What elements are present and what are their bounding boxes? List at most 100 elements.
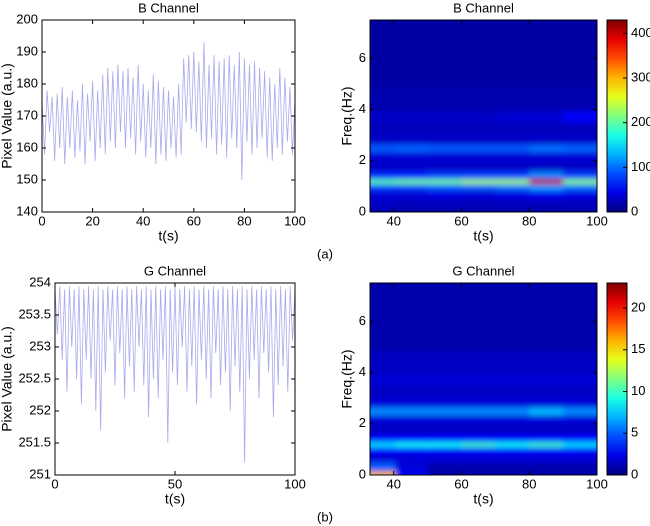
y-tick-label: 4 — [359, 101, 366, 116]
heatmap-cell — [427, 423, 462, 435]
x-tick-label: 100 — [586, 213, 608, 228]
heatmap-cell — [395, 122, 429, 135]
heatmap-cell — [370, 434, 396, 443]
heatmap-cell — [495, 283, 530, 316]
heatmap-cell — [427, 396, 462, 408]
heatmap-cell — [461, 133, 496, 145]
heatmap-cell — [495, 199, 530, 209]
heatmap-cell — [529, 110, 564, 123]
heatmap-cell — [495, 208, 530, 212]
heatmap-cell — [529, 423, 564, 435]
heatmap-cell — [395, 373, 429, 386]
heatmap-cell — [395, 171, 429, 180]
heatmap-cell — [529, 441, 564, 448]
x-tick-label: 80 — [522, 476, 536, 491]
heatmap-cell — [563, 183, 597, 191]
heatmap-cell — [563, 373, 597, 386]
colorbar-tick-label: 3000 — [631, 69, 650, 84]
heatmap-cell — [395, 87, 429, 112]
colorbar-tick-label: 10 — [631, 383, 645, 398]
heatmap-cell — [495, 434, 530, 443]
heatmap-cell — [461, 144, 496, 153]
heatmap-cell — [427, 183, 462, 191]
x-tick-label: 40 — [386, 213, 400, 228]
y-axis-label: Freq.(Hz) — [339, 86, 355, 145]
heatmap-cell — [563, 423, 597, 435]
heatmap-cell — [427, 453, 462, 463]
colorbar-tick-label: 0 — [631, 466, 638, 481]
heatmap-cell — [427, 20, 462, 53]
x-tick-label: 60 — [187, 213, 201, 228]
heatmap-cell — [427, 283, 462, 316]
heatmap-cell — [563, 208, 597, 212]
y-tick-label: 254 — [29, 274, 51, 289]
chart-title: B Channel — [453, 0, 514, 15]
heatmap-cell — [370, 283, 396, 316]
heatmap-cell — [495, 407, 530, 416]
y-tick-label: 252.5 — [18, 370, 51, 385]
x-tick-label: 20 — [85, 213, 99, 228]
heatmap-cell — [395, 396, 429, 408]
heatmap-cell — [563, 471, 597, 475]
x-axis-label: t(s) — [158, 228, 178, 244]
heatmap-cell — [427, 373, 462, 386]
y-axis-label: Pixel Value (a.u.) — [0, 63, 15, 169]
heatmap-cell — [427, 462, 462, 472]
heatmap-cell — [495, 446, 530, 454]
heatmap-cell — [370, 122, 396, 135]
heatmap-cell — [563, 178, 597, 185]
heatmap-cell — [370, 350, 396, 375]
heatmap-cell — [461, 414, 496, 425]
heatmap-cell — [563, 434, 597, 443]
heatmap-cell — [395, 283, 429, 316]
heatmap-cell — [370, 52, 396, 89]
heatmap-blur — [370, 283, 597, 475]
heatmap-cell — [529, 52, 564, 89]
heatmap-cell — [461, 462, 496, 472]
heatmap-cell — [529, 178, 564, 185]
axes-frame — [369, 282, 598, 476]
heatmap-cell — [370, 396, 396, 408]
heatmap-cell — [495, 160, 530, 172]
heatmap-cell — [563, 453, 597, 463]
heatmap-cell — [395, 151, 429, 162]
heatmap-cell — [529, 283, 564, 316]
heatmap-cell — [495, 87, 530, 112]
heatmap-cell — [395, 315, 429, 352]
heatmap-cell — [461, 350, 496, 375]
heatmap-cell — [495, 315, 530, 352]
colorbar — [606, 282, 628, 476]
y-tick-label: 6 — [359, 50, 366, 65]
panel-label: (a) — [317, 246, 333, 261]
heatmap-cell — [563, 151, 597, 162]
heatmap-cell — [529, 20, 564, 53]
heatmap-cell — [529, 385, 564, 398]
colorbar-tick-label: 2000 — [631, 114, 650, 129]
x-tick-label: 100 — [284, 476, 306, 491]
heatmap-cell — [370, 110, 396, 123]
heatmap-cell — [461, 52, 496, 89]
heatmap-cell — [395, 110, 429, 123]
heatmap-cell — [495, 178, 530, 185]
heatmap-cell — [370, 160, 396, 172]
heatmap-cell — [395, 423, 429, 435]
heatmap-cell — [563, 87, 597, 112]
heatmap-cell — [495, 20, 530, 53]
y-tick-label: 190 — [16, 43, 38, 58]
heatmap-cell — [563, 122, 597, 135]
y-tick-label: 170 — [16, 107, 38, 122]
heatmap-cell — [370, 183, 396, 191]
heatmap-cell — [529, 183, 564, 191]
heatmap-cell — [529, 471, 564, 475]
heatmap-cell — [563, 407, 597, 416]
heatmap-cell — [563, 385, 597, 398]
heatmap-cell — [495, 462, 530, 472]
heatmap-cell — [563, 160, 597, 172]
y-tick-label: 4 — [359, 364, 366, 379]
heatmap-cell — [461, 208, 496, 212]
heatmap-cell — [395, 441, 429, 448]
heatmap-cell — [370, 373, 396, 386]
heatmap-cell — [461, 385, 496, 398]
heatmap-cell — [370, 385, 396, 398]
heatmap-cell — [529, 462, 564, 472]
